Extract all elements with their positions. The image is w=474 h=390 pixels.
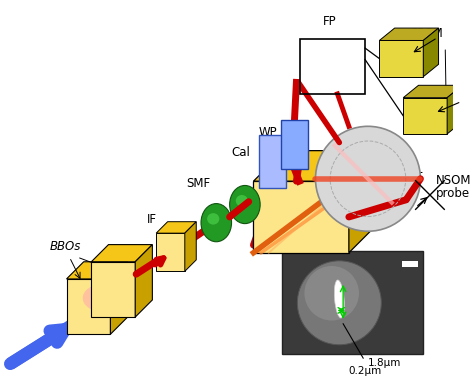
Polygon shape [66,262,128,279]
Bar [282,251,423,354]
Polygon shape [379,28,438,41]
Text: SMF: SMF [186,177,210,190]
Circle shape [297,261,381,345]
Text: d: d [331,138,338,151]
Polygon shape [349,151,379,253]
Polygon shape [110,262,128,334]
Ellipse shape [207,213,219,225]
Polygon shape [135,245,152,317]
Circle shape [316,126,420,231]
Text: b: b [286,134,293,147]
Ellipse shape [229,186,260,223]
Text: 1.8μm: 1.8μm [368,358,401,368]
Text: BBOs: BBOs [50,240,81,253]
Text: c: c [350,193,357,206]
Polygon shape [254,151,379,181]
Text: 0.2μm: 0.2μm [349,366,382,376]
Polygon shape [156,233,185,271]
Text: IF: IF [146,213,156,227]
Polygon shape [156,222,196,233]
Circle shape [304,266,359,321]
Polygon shape [447,85,463,134]
Polygon shape [185,222,196,271]
Polygon shape [379,41,423,77]
Polygon shape [403,85,463,98]
Text: WP: WP [259,126,277,140]
Polygon shape [423,28,438,77]
Ellipse shape [236,195,248,206]
Polygon shape [281,120,308,169]
Polygon shape [91,245,152,262]
Text: SPCM: SPCM [410,27,443,39]
Polygon shape [66,279,110,334]
Bar [402,261,418,266]
Text: e: e [393,171,400,184]
Text: probe: probe [436,186,470,200]
Ellipse shape [83,285,119,311]
Ellipse shape [201,204,231,242]
Polygon shape [403,98,447,134]
Text: a: a [263,184,271,197]
Polygon shape [91,262,135,317]
Polygon shape [259,135,286,188]
Text: NSOM: NSOM [436,174,471,187]
Ellipse shape [334,280,345,318]
Polygon shape [254,181,349,253]
Text: Cal: Cal [232,145,251,159]
Text: L: L [416,163,422,176]
Text: FP: FP [323,15,337,28]
